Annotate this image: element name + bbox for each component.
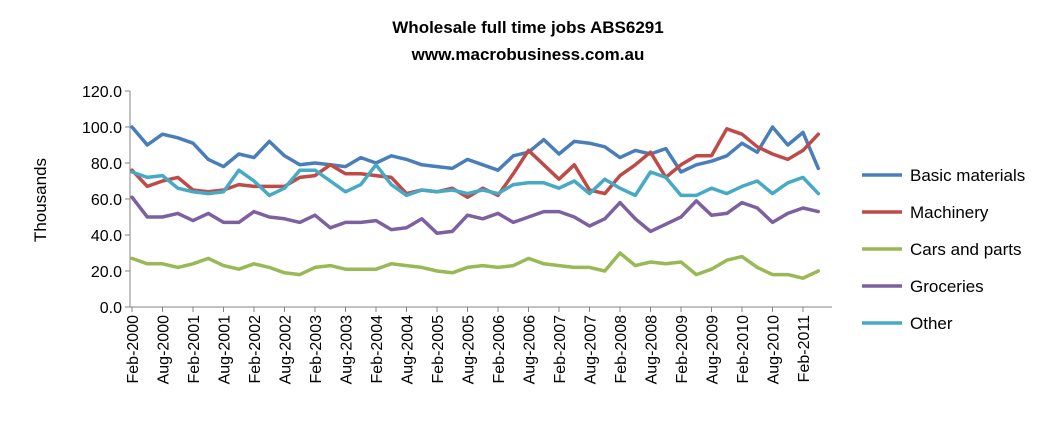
legend-label: Groceries [910, 277, 984, 296]
x-tick-label: Aug-2007 [583, 315, 600, 384]
y-tick-label: 80.0 [91, 156, 122, 173]
y-tick-label: 60.0 [91, 192, 122, 209]
legend-label: Machinery [910, 203, 989, 222]
x-tick-label: Feb-2008 [613, 315, 630, 384]
legend-label: Other [910, 314, 953, 333]
y-axis-ticks: 0.0 20.0 40.0 60.0 80.0 100.0 120.0 [82, 84, 130, 317]
x-tick-label: Feb-2004 [369, 315, 386, 384]
x-tick-label: Aug-2005 [461, 315, 478, 384]
y-tick-label: 100.0 [82, 120, 122, 137]
axes [129, 91, 832, 308]
x-tick-label: Feb-2005 [430, 315, 447, 384]
x-tick-label: Feb-2006 [491, 315, 508, 384]
x-tick-label: Aug-2004 [400, 315, 417, 384]
legend-label: Cars and parts [910, 240, 1022, 259]
series-lines [130, 125, 821, 280]
y-tick-label: 20.0 [91, 264, 122, 281]
legend: Basic materials Machinery Cars and parts Gr… [862, 166, 1025, 333]
x-tick-label: Feb-2011 [796, 315, 813, 382]
series-line-basic-materials [130, 125, 821, 174]
series-line-cars-and-parts [130, 251, 821, 280]
y-tick-label: 40.0 [91, 228, 122, 245]
x-tick-label: Feb-2000 [125, 315, 142, 384]
chart-subtitle: www.macrobusiness.com.au [411, 45, 645, 64]
x-tick-label: Feb-2009 [674, 315, 691, 384]
x-tick-label: Aug-2006 [522, 315, 539, 384]
x-tick-label: Feb-2003 [308, 315, 325, 384]
y-axis-label: Thousands [31, 158, 50, 242]
x-axis-ticks: Feb-2000 Aug-2000 Feb-2001 Aug-2001 Feb-2002… [125, 307, 813, 384]
series-line-groceries [130, 195, 821, 235]
x-tick-label: Aug-2001 [217, 315, 234, 384]
y-tick-label: 0.0 [100, 300, 122, 317]
x-tick-label: Aug-2010 [766, 315, 783, 384]
x-tick-label: Feb-2010 [735, 315, 752, 384]
series-line-other [130, 163, 821, 198]
x-tick-label: Aug-2003 [339, 315, 356, 384]
x-tick-label: Feb-2002 [247, 315, 264, 384]
y-tick-label: 120.0 [82, 84, 122, 101]
legend-label: Basic materials [910, 166, 1025, 185]
x-tick-label: Aug-2008 [644, 315, 661, 384]
x-tick-label: Aug-2009 [705, 315, 722, 384]
x-tick-label: Feb-2001 [186, 315, 203, 384]
x-tick-label: Feb-2007 [552, 315, 569, 384]
x-tick-label: Aug-2000 [156, 315, 173, 384]
x-tick-label: Aug-2002 [278, 315, 295, 384]
chart-title: Wholesale full time jobs ABS6291 [392, 18, 663, 37]
